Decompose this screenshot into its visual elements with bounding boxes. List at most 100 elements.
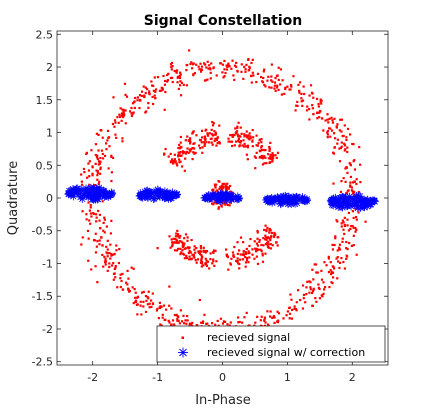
received-point <box>263 162 266 165</box>
received-point <box>255 249 259 252</box>
received-point <box>213 139 216 143</box>
received-point <box>331 243 334 246</box>
received-point <box>343 232 346 236</box>
corrected-point <box>83 190 92 199</box>
received-point <box>300 97 303 100</box>
received-point <box>333 117 336 120</box>
corrected-point <box>344 199 353 208</box>
received-point <box>222 185 225 188</box>
received-point <box>247 58 250 61</box>
received-point <box>332 152 336 155</box>
received-point <box>290 85 293 88</box>
received-point <box>171 243 174 246</box>
corrected-point <box>205 191 214 200</box>
received-point <box>182 253 186 256</box>
received-point <box>300 92 303 96</box>
received-point <box>168 304 171 307</box>
received-point <box>95 132 98 135</box>
received-point <box>231 135 234 138</box>
received-point <box>306 105 309 108</box>
received-point <box>189 62 192 66</box>
received-point <box>98 243 101 246</box>
received-point <box>267 75 270 78</box>
received-point <box>340 225 343 228</box>
received-point <box>251 128 254 132</box>
received-point <box>336 138 339 141</box>
received-point <box>200 136 204 139</box>
received-point <box>88 219 91 222</box>
received-point <box>238 144 241 147</box>
received-point <box>298 81 302 84</box>
received-point <box>248 251 251 255</box>
received-point <box>185 64 188 67</box>
received-point <box>130 266 133 269</box>
received-point <box>340 180 343 183</box>
received-point <box>170 307 173 310</box>
received-point <box>332 265 335 269</box>
corrected-point <box>160 193 169 202</box>
received-point <box>345 192 348 195</box>
received-point <box>349 185 352 188</box>
received-point <box>191 132 194 135</box>
received-point <box>270 63 273 66</box>
received-point <box>108 265 111 269</box>
received-point <box>227 140 230 143</box>
y-axis-label: Quadrature <box>6 161 21 235</box>
received-point <box>177 319 180 322</box>
received-point <box>121 272 124 276</box>
received-point <box>187 151 190 154</box>
received-point <box>100 149 104 152</box>
received-point <box>200 259 203 262</box>
received-point <box>199 247 203 250</box>
received-point <box>178 240 181 243</box>
scatter-points <box>64 49 379 347</box>
corrected-point <box>88 184 97 193</box>
received-point <box>236 252 239 255</box>
received-point <box>326 133 329 136</box>
received-point <box>271 160 274 163</box>
received-point <box>233 64 237 67</box>
received-point <box>104 257 107 260</box>
received-point <box>239 139 243 143</box>
received-point <box>217 207 220 210</box>
received-point <box>299 298 302 302</box>
received-point <box>118 115 122 119</box>
x-tick-label: -2 <box>87 371 98 384</box>
received-point <box>262 156 266 159</box>
received-point <box>115 249 118 252</box>
received-point <box>277 312 281 315</box>
received-point <box>160 89 163 92</box>
received-point <box>110 179 113 183</box>
received-point <box>172 237 175 240</box>
received-point <box>267 157 271 160</box>
received-point <box>326 118 329 121</box>
received-point <box>187 251 190 255</box>
received-point <box>203 137 206 141</box>
received-point <box>193 256 196 259</box>
received-point <box>284 87 287 91</box>
received-point <box>222 320 226 323</box>
received-point <box>168 285 171 288</box>
received-point <box>317 286 320 289</box>
received-point <box>99 166 102 169</box>
legend-label-received: recieved signal <box>207 331 290 344</box>
received-point <box>127 288 130 291</box>
received-point <box>107 136 111 139</box>
received-point <box>188 255 191 258</box>
received-point <box>244 70 247 73</box>
received-point <box>145 88 149 91</box>
received-point <box>184 233 188 236</box>
received-point <box>242 241 245 244</box>
received-point <box>261 254 264 257</box>
received-point <box>95 156 99 159</box>
received-point <box>105 142 108 145</box>
received-point <box>118 113 121 116</box>
received-point <box>257 248 260 251</box>
received-point <box>234 127 237 130</box>
received-point <box>214 186 217 189</box>
received-point <box>350 244 353 247</box>
received-point <box>289 293 292 296</box>
x-tick-label: 1 <box>284 371 291 384</box>
received-point <box>187 139 191 142</box>
corrected-point <box>89 195 98 204</box>
